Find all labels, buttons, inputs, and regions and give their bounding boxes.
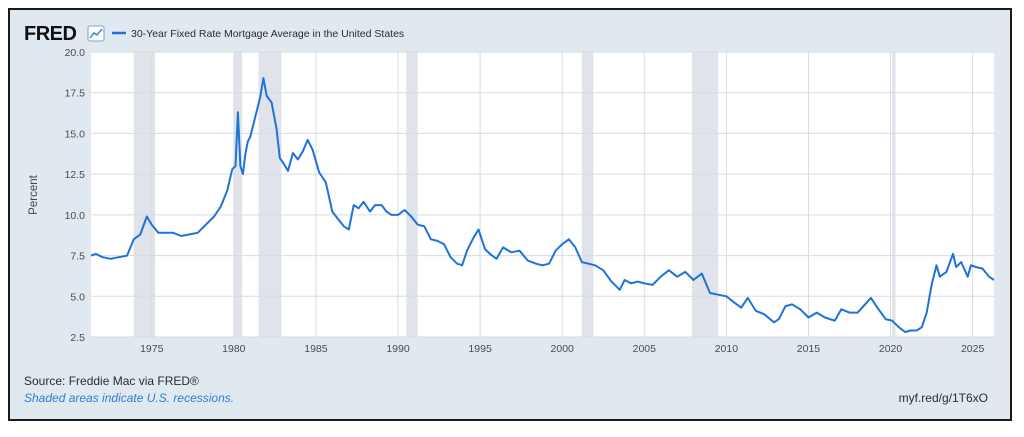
recession-band: [258, 52, 282, 337]
x-tick-label: 2005: [633, 343, 657, 355]
x-axis-ticks: 1975 1980 1985 1990 1995 2000 2005 2010 2015 2020…: [140, 343, 984, 355]
y-tick-label: 5.0: [70, 291, 85, 303]
recession-band: [691, 52, 719, 337]
legend-label[interactable]: 30-Year Fixed Rate Mortgage Average in t…: [131, 28, 404, 40]
y-tick-label: 20.0: [65, 47, 86, 59]
series-line-mortgage-rate[interactable]: [90, 77, 995, 334]
x-tick-label: 1995: [468, 343, 492, 355]
x-tick-label: 1985: [304, 343, 328, 355]
y-axis-label: Percent: [28, 174, 40, 214]
x-tick-label: 1975: [140, 343, 164, 355]
recession-note[interactable]: Shaded areas indicate U.S. recessions.: [24, 391, 234, 405]
recession-band: [581, 52, 594, 337]
x-tick-label: 2000: [551, 343, 575, 355]
trend-chart-icon: [87, 25, 105, 42]
x-tick-label: 2010: [715, 343, 739, 355]
x-tick-label: 2025: [961, 343, 985, 355]
x-tick-label: 2015: [797, 343, 821, 355]
y-tick-label: 2.5: [70, 332, 85, 344]
y-tick-label: 7.5: [70, 251, 85, 263]
y-axis-ticks: 2.5 5.0 7.5 10.0 12.5 15.0 17.5 20.0: [65, 47, 86, 344]
chart-svg: FRED 30-Year Fixed Rate Mortgage Average…: [24, 23, 995, 405]
y-tick-label: 17.5: [65, 88, 86, 100]
chart-frame: FRED 30-Year Fixed Rate Mortgage Average…: [8, 8, 1012, 421]
short-url[interactable]: myf.red/g/1T6xO: [899, 391, 988, 405]
recession-band: [892, 52, 896, 337]
fred-logo[interactable]: FRED: [24, 23, 77, 45]
gridlines: [91, 51, 994, 338]
y-tick-label: 10.0: [65, 210, 86, 222]
y-tick-label: 12.5: [65, 169, 86, 181]
x-tick-label: 2020: [879, 343, 903, 355]
source-text: Source: Freddie Mac via FRED®: [24, 374, 199, 388]
x-tick-label: 1980: [222, 343, 246, 355]
legend: 30-Year Fixed Rate Mortgage Average in t…: [112, 28, 404, 40]
x-tick-label: 1990: [386, 343, 410, 355]
recession-band: [233, 52, 243, 337]
recession-band: [133, 52, 156, 337]
recession-band: [406, 52, 418, 337]
y-tick-label: 15.0: [65, 128, 86, 140]
